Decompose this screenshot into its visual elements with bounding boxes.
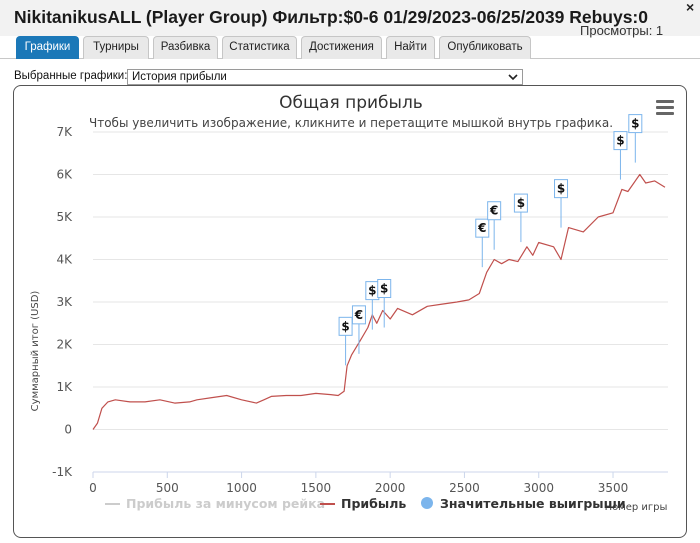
y-tick-label: 4K	[56, 253, 73, 267]
chart-selector-label: Выбранные графики:	[14, 70, 128, 82]
x-tick-label: 0	[89, 481, 97, 495]
x-tick-label: 2500	[449, 481, 480, 495]
big-win-flag-label: $	[631, 117, 639, 131]
y-tick-label: 7K	[56, 125, 73, 139]
y-tick-label: 1K	[56, 380, 73, 394]
y-tick-label: 3K	[56, 295, 73, 309]
y-tick-label: 6K	[56, 168, 73, 182]
big-win-flag[interactable]: $	[377, 279, 392, 328]
chart-select[interactable]: История прибыли	[127, 69, 523, 85]
x-tick-label: 2000	[375, 481, 406, 495]
tab-bar: Графики Турниры Разбивка Статистика Дост…	[0, 36, 700, 59]
legend-item-big-wins[interactable]: Значительные выигрыши	[421, 496, 626, 511]
big-win-flags: $€$ $€€$$$$	[338, 114, 643, 366]
x-axis-title: Номер игры	[605, 502, 668, 513]
y-axis-title: Суммарный итог (USD)	[30, 291, 41, 412]
legend-item-rake[interactable]: Прибыль за минусом рейка	[105, 496, 325, 511]
tab-charts[interactable]: Графики	[16, 36, 79, 59]
views-counter: Просмотры: 1	[580, 23, 664, 38]
legend-label-rake: Прибыль за минусом рейка	[126, 496, 325, 511]
legend-label-big-wins: Значительные выигрыши	[440, 496, 626, 511]
chevron-down-icon	[508, 74, 518, 81]
y-tick-label: 0	[64, 423, 72, 437]
tab-statistics[interactable]: Статистика	[222, 36, 297, 59]
chart-subtitle: Чтобы увеличить изображение, кликните и …	[89, 116, 613, 130]
big-win-flag[interactable]: $	[628, 114, 643, 163]
tab-achievements[interactable]: Достижения	[301, 36, 382, 59]
profit-line[interactable]	[92, 173, 666, 430]
big-win-flag-label: €	[477, 221, 486, 235]
big-win-flag[interactable]: €	[475, 218, 490, 268]
big-win-flag[interactable]: $	[554, 179, 569, 228]
big-win-flag[interactable]: €	[487, 201, 502, 250]
big-win-flag[interactable]: $	[338, 316, 353, 366]
window-title: NikitanikusALL (Player Group) Фильтр:$0-…	[14, 7, 648, 27]
legend-item-profit[interactable]: Прибыль	[320, 496, 406, 511]
chart-container: -1K 0 1K 2K 3K 4K 5K 6K 7K 0 500 1000 1500 2000 2500 30…	[13, 85, 687, 538]
chart-select-value: История прибыли	[132, 71, 227, 83]
tab-tournaments[interactable]: Турниры	[83, 36, 149, 59]
title-bar: NikitanikusALL (Player Group) Фильтр:$0-…	[0, 0, 700, 38]
y-tick-label: 2K	[56, 338, 73, 352]
series	[92, 173, 666, 430]
big-win-flag-label: €	[354, 308, 363, 322]
big-win-flag[interactable]: $	[513, 193, 528, 243]
profit-chart[interactable]: -1K 0 1K 2K 3K 4K 5K 6K 7K 0 500 1000 1500 2000 2500 30…	[14, 86, 688, 539]
big-win-flag[interactable]: $	[613, 131, 628, 180]
y-tick-label: 5K	[56, 210, 73, 224]
x-tick-label: 1000	[226, 481, 257, 495]
close-icon[interactable]: ×	[686, 0, 695, 15]
hamburger-menu-icon[interactable]	[656, 100, 674, 115]
legend: Прибыль за минусом рейка Прибыль Значите…	[105, 496, 626, 511]
x-tick-label: 3500	[598, 481, 629, 495]
tab-find[interactable]: Найти	[386, 36, 435, 59]
legend-label-profit: Прибыль	[341, 496, 406, 511]
tab-publish[interactable]: Опубликовать	[439, 36, 531, 59]
y-tick-label: -1K	[52, 465, 73, 479]
big-win-flag[interactable]: €	[351, 305, 366, 354]
x-tick-label: 500	[156, 481, 179, 495]
big-win-flag-label: $	[341, 319, 349, 333]
chart-title: Общая прибыль	[279, 93, 423, 113]
x-tick-label: 1500	[301, 481, 332, 495]
grid	[93, 131, 668, 473]
big-win-flag-label: $	[517, 196, 525, 210]
big-win-flag-label: $	[557, 182, 565, 196]
big-win-flag-label: $	[368, 284, 376, 298]
x-tick-label: 3000	[523, 481, 554, 495]
big-win-flag-label: $	[616, 134, 624, 148]
big-win-flag-label: $	[380, 282, 388, 296]
axes: -1K 0 1K 2K 3K 4K 5K 6K 7K 0 500 1000 1500 2000 2500 30…	[52, 125, 668, 495]
tab-breakdown[interactable]: Разбивка	[153, 36, 218, 59]
big-win-flag-label: €	[489, 204, 498, 218]
